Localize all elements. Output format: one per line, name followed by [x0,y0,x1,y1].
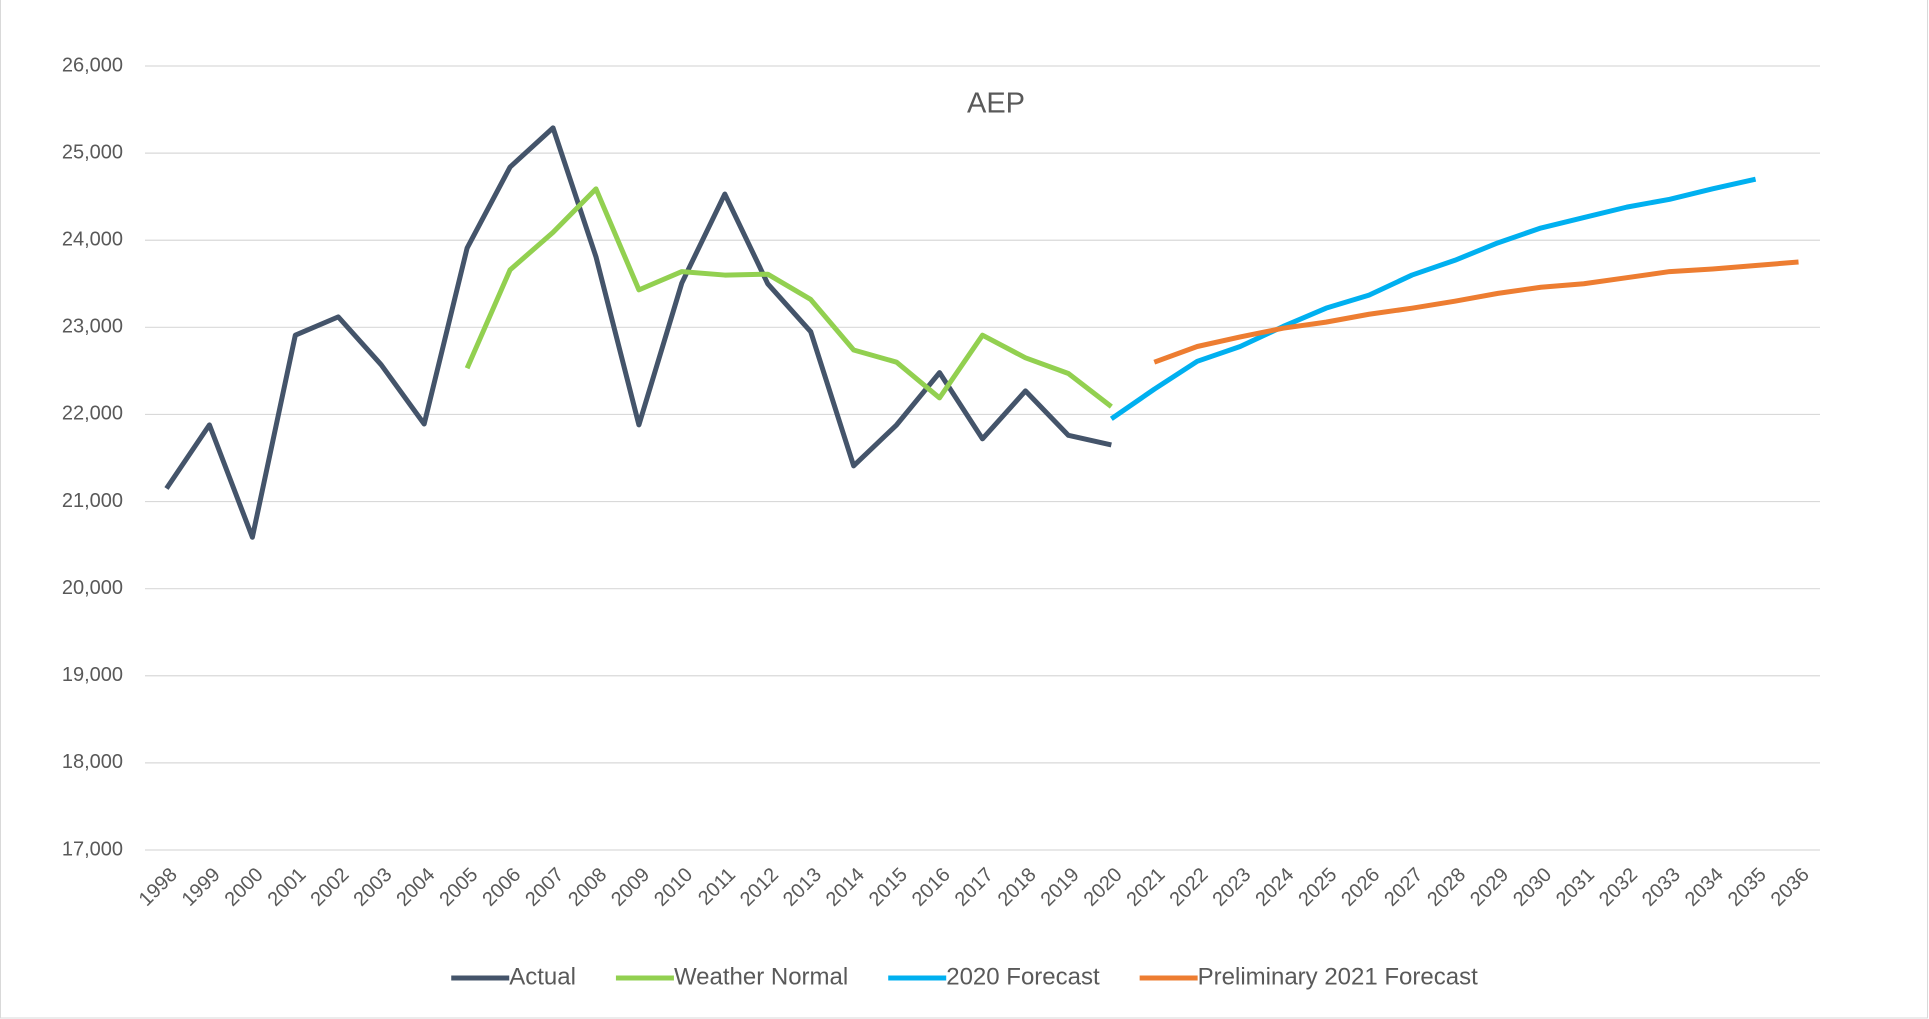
y-tick-label: 19,000 [62,664,123,686]
x-tick-label: 2028 [1423,864,1470,911]
x-tick-label: 2003 [349,864,396,911]
series-line [1153,259,1799,365]
x-tick-label: 2013 [779,864,826,911]
x-tick-label: 2008 [564,864,611,911]
x-tick-label: 2034 [1681,864,1728,911]
x-tick-label: 2024 [1251,864,1298,911]
x-tick-label: 2006 [478,864,525,911]
series-line [1109,176,1757,421]
x-tick-label: 2020 [1080,864,1127,911]
chart-title: AEP [967,88,1025,120]
x-tick-label: 2019 [1037,864,1084,911]
series-line [164,125,1112,540]
legend-label: Actual [509,963,576,990]
y-tick-label: 24,000 [62,229,123,251]
x-tick-label: 2018 [994,864,1041,911]
y-tick-label: 25,000 [62,141,123,163]
x-tick-label: 2029 [1466,864,1513,911]
x-tick-label: 2012 [736,864,783,911]
x-tick-label: 2017 [951,864,998,911]
x-tick-label: 2027 [1380,864,1427,911]
x-tick-label: 2001 [264,864,311,911]
x-tick-label: 2022 [1165,864,1212,911]
x-tick-label: 2004 [392,864,439,911]
y-tick-label: 26,000 [62,54,123,76]
x-tick-label: 1998 [135,864,182,911]
x-tick-label: 2011 [694,864,740,910]
x-tick-label: 2032 [1595,864,1642,911]
x-tick-label: 2021 [1123,864,1170,911]
legend-label: 2020 Forecast [946,963,1100,990]
x-tick-label: 2025 [1294,864,1341,911]
x-tick-label: 2036 [1767,864,1814,911]
legend-label: Preliminary 2021 Forecast [1198,963,1478,990]
x-tick-label: 2023 [1208,864,1255,911]
y-tick-label: 22,000 [62,403,123,425]
x-tick-label: 2007 [521,864,568,911]
x-tick-label: 2005 [435,864,482,911]
y-tick-label: 21,000 [62,490,123,512]
x-tick-label: 2015 [865,864,912,911]
x-tick-label: 2014 [822,864,869,911]
x-tick-label: 2000 [221,864,268,911]
y-tick-label: 23,000 [62,316,123,338]
x-tick-label: 2030 [1509,864,1556,911]
x-tick-label: 2031 [1552,864,1599,911]
x-tick-label: 1999 [178,864,225,911]
x-tick-label: 2035 [1724,864,1771,911]
series-line [464,186,1113,409]
y-tick-label: 17,000 [62,838,123,860]
x-tick-label: 2009 [607,864,654,911]
y-tick-label: 18,000 [62,751,123,773]
x-tick-label: 2016 [908,864,955,911]
y-tick-label: 20,000 [62,577,123,599]
x-tick-label: 2002 [307,864,354,911]
x-tick-label: 2010 [650,864,697,911]
legend-label: Weather Normal [674,963,848,990]
x-tick-label: 2026 [1337,864,1384,911]
x-tick-label: 2033 [1638,864,1685,911]
